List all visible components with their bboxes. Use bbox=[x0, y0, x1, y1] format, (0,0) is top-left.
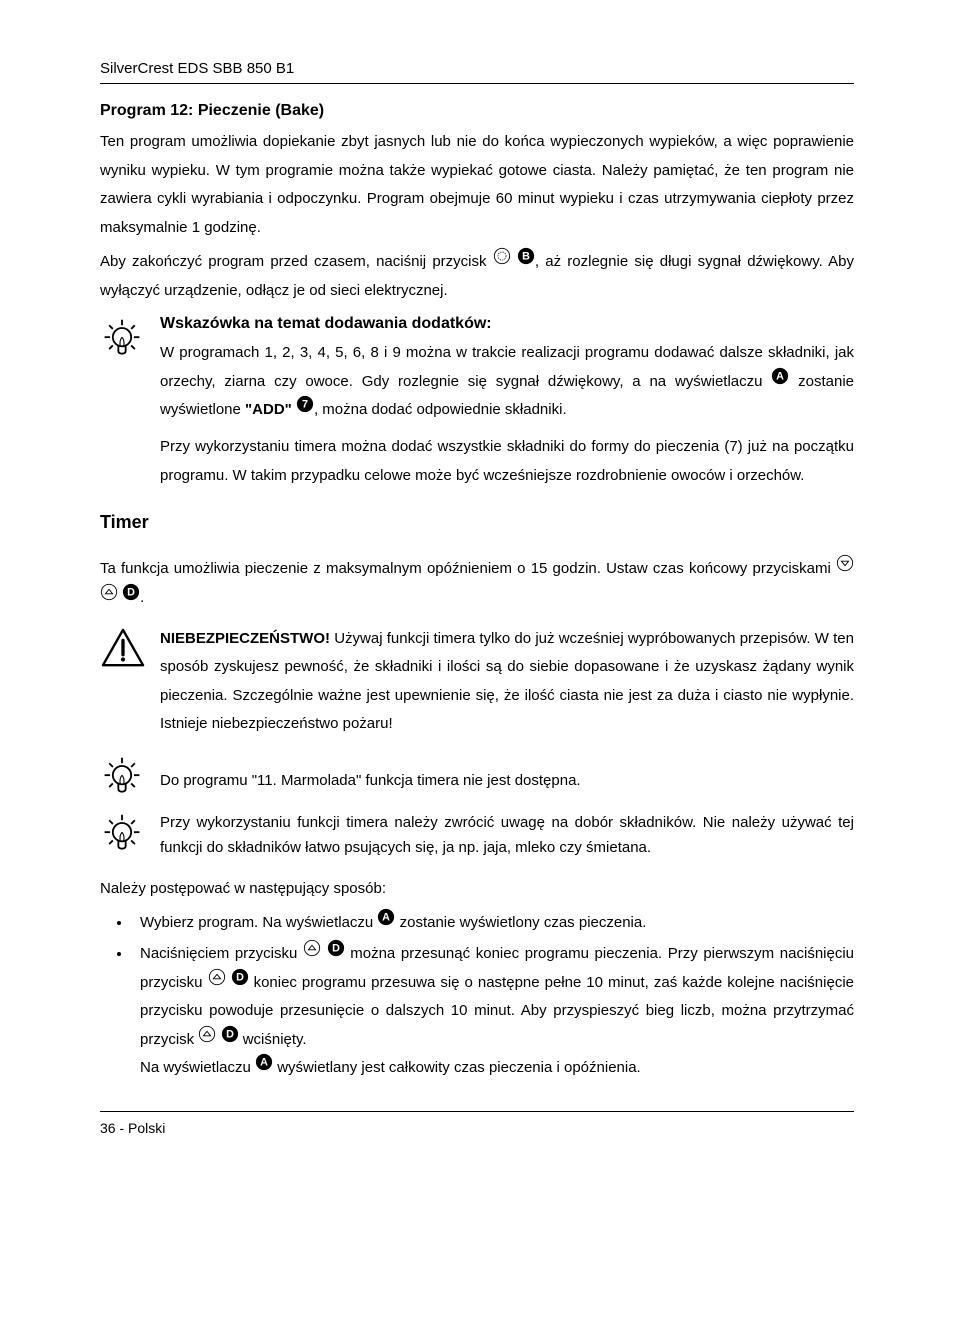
number-7-icon: 7 bbox=[296, 395, 314, 424]
footer-sep: - bbox=[116, 1120, 128, 1136]
lightbulb-icon bbox=[100, 786, 144, 803]
step2-e-b: wyświetlany jest całkowity czas pieczeni… bbox=[277, 1060, 641, 1077]
step2-a: Naciśnięciem przycisku bbox=[140, 945, 303, 962]
tip1-p1: W programach 1, 2, 3, 4, 5, 6, 8 i 9 moż… bbox=[160, 339, 854, 425]
step2-e-a: Na wyświetlaczu bbox=[140, 1060, 255, 1077]
program12-para2: Aby zakończyć program przed czasem, naci… bbox=[100, 248, 854, 305]
letter-d-icon: D bbox=[231, 968, 249, 997]
program12-para2-a: Aby zakończyć program przed czasem, naci… bbox=[100, 253, 493, 270]
timer-intro-b: . bbox=[140, 589, 144, 606]
footer: 36 - Polski bbox=[100, 1120, 854, 1136]
steps-list: Wybierz program. Na wyświetlaczu A zosta… bbox=[100, 909, 854, 1083]
letter-b-icon: B bbox=[517, 247, 535, 276]
footer-rule bbox=[100, 1111, 854, 1112]
step2-d: wciśnięty. bbox=[243, 1031, 307, 1048]
tip1-block: Wskazówka na temat dodawania dodatków: W… bbox=[100, 315, 854, 498]
tip2-para: Do programu "11. Marmolada" funkcja time… bbox=[160, 767, 854, 796]
tip3-para: Przy wykorzystaniu funkcji timera należy… bbox=[160, 810, 854, 861]
timer-intro-a: Ta funkcja umożliwia pieczenie z maksyma… bbox=[100, 560, 836, 577]
svg-text:A: A bbox=[776, 370, 784, 382]
page-container: SilverCrest EDS SBB 850 B1 Program 12: P… bbox=[0, 0, 954, 1329]
danger-para: NIEBEZPIECZEŃSTWO! Używaj funkcji timera… bbox=[160, 625, 854, 739]
tip1-add-label: "ADD" bbox=[245, 402, 292, 419]
page-number: 36 bbox=[100, 1120, 116, 1136]
tip3-icon-col bbox=[100, 810, 160, 861]
tip3-block: Przy wykorzystaniu funkcji timera należy… bbox=[100, 810, 854, 869]
step1-b: zostanie wyświetlony czas pieczenia. bbox=[400, 914, 647, 931]
tip2-block: Do programu "11. Marmolada" funkcja time… bbox=[100, 753, 854, 804]
step-1: Wybierz program. Na wyświetlaczu A zosta… bbox=[132, 909, 854, 938]
arrow-up-outline-icon bbox=[303, 939, 321, 968]
footer-lang: Polski bbox=[128, 1120, 165, 1136]
letter-a-icon: A bbox=[771, 367, 789, 396]
tip1-p1-c: , można dodać odpowiednie składniki. bbox=[314, 402, 567, 419]
step1-a: Wybierz program. Na wyświetlaczu bbox=[140, 914, 377, 931]
header-product: SilverCrest EDS SBB 850 B1 bbox=[100, 60, 854, 77]
svg-text:D: D bbox=[226, 1028, 234, 1040]
svg-text:A: A bbox=[260, 1057, 268, 1069]
step-2: Naciśnięciem przycisku D można przesunąć… bbox=[132, 940, 854, 1083]
danger-text: NIEBEZPIECZEŃSTWO! Używaj funkcji timera… bbox=[160, 625, 854, 747]
tip1-heading: Wskazówka na temat dodawania dodatków: bbox=[160, 315, 854, 333]
svg-text:B: B bbox=[522, 251, 530, 263]
timer-heading: Timer bbox=[100, 512, 854, 533]
svg-text:D: D bbox=[127, 586, 135, 598]
svg-text:D: D bbox=[332, 942, 340, 954]
program12-para1: Ten program umożliwia dopiekanie zbyt ja… bbox=[100, 128, 854, 242]
lightbulb-icon bbox=[100, 843, 144, 860]
lightbulb-icon bbox=[100, 348, 144, 365]
tip1-p1-a: W programach 1, 2, 3, 4, 5, 6, 8 i 9 moż… bbox=[160, 344, 854, 390]
svg-text:7: 7 bbox=[302, 399, 308, 411]
startstop-outline-icon bbox=[493, 247, 511, 276]
arrow-up-outline-icon bbox=[100, 583, 118, 612]
program12-title: Program 12: Pieczenie (Bake) bbox=[100, 102, 854, 120]
tip3-text: Przy wykorzystaniu funkcji timera należy… bbox=[160, 810, 854, 869]
arrow-down-outline-icon bbox=[836, 554, 854, 583]
letter-d-icon: D bbox=[122, 583, 140, 612]
tip1-text: Wskazówka na temat dodawania dodatków: W… bbox=[160, 315, 854, 498]
tip1-p2: Przy wykorzystaniu timera można dodać ws… bbox=[160, 433, 854, 490]
letter-d-icon: D bbox=[327, 939, 345, 968]
tip2-icon-col bbox=[100, 753, 160, 804]
arrow-up-outline-icon bbox=[208, 968, 226, 997]
tip2-text: Do programu "11. Marmolada" funkcja time… bbox=[160, 753, 854, 804]
danger-icon-col bbox=[100, 625, 160, 674]
letter-a-icon: A bbox=[255, 1053, 273, 1082]
svg-text:A: A bbox=[383, 912, 391, 924]
letter-a-icon: A bbox=[377, 908, 395, 937]
danger-label: NIEBEZPIECZEŃSTWO! bbox=[160, 630, 330, 647]
arrow-up-outline-icon bbox=[198, 1025, 216, 1054]
letter-d-icon: D bbox=[221, 1025, 239, 1054]
danger-block: NIEBEZPIECZEŃSTWO! Używaj funkcji timera… bbox=[100, 625, 854, 747]
timer-intro: Ta funkcja umożliwia pieczenie z maksyma… bbox=[100, 555, 854, 612]
tip1-icon-col bbox=[100, 315, 160, 366]
header-rule bbox=[100, 83, 854, 84]
steps-intro: Należy postępować w następujący sposób: bbox=[100, 875, 854, 904]
svg-text:D: D bbox=[236, 971, 244, 983]
warning-triangle-icon bbox=[100, 656, 146, 673]
